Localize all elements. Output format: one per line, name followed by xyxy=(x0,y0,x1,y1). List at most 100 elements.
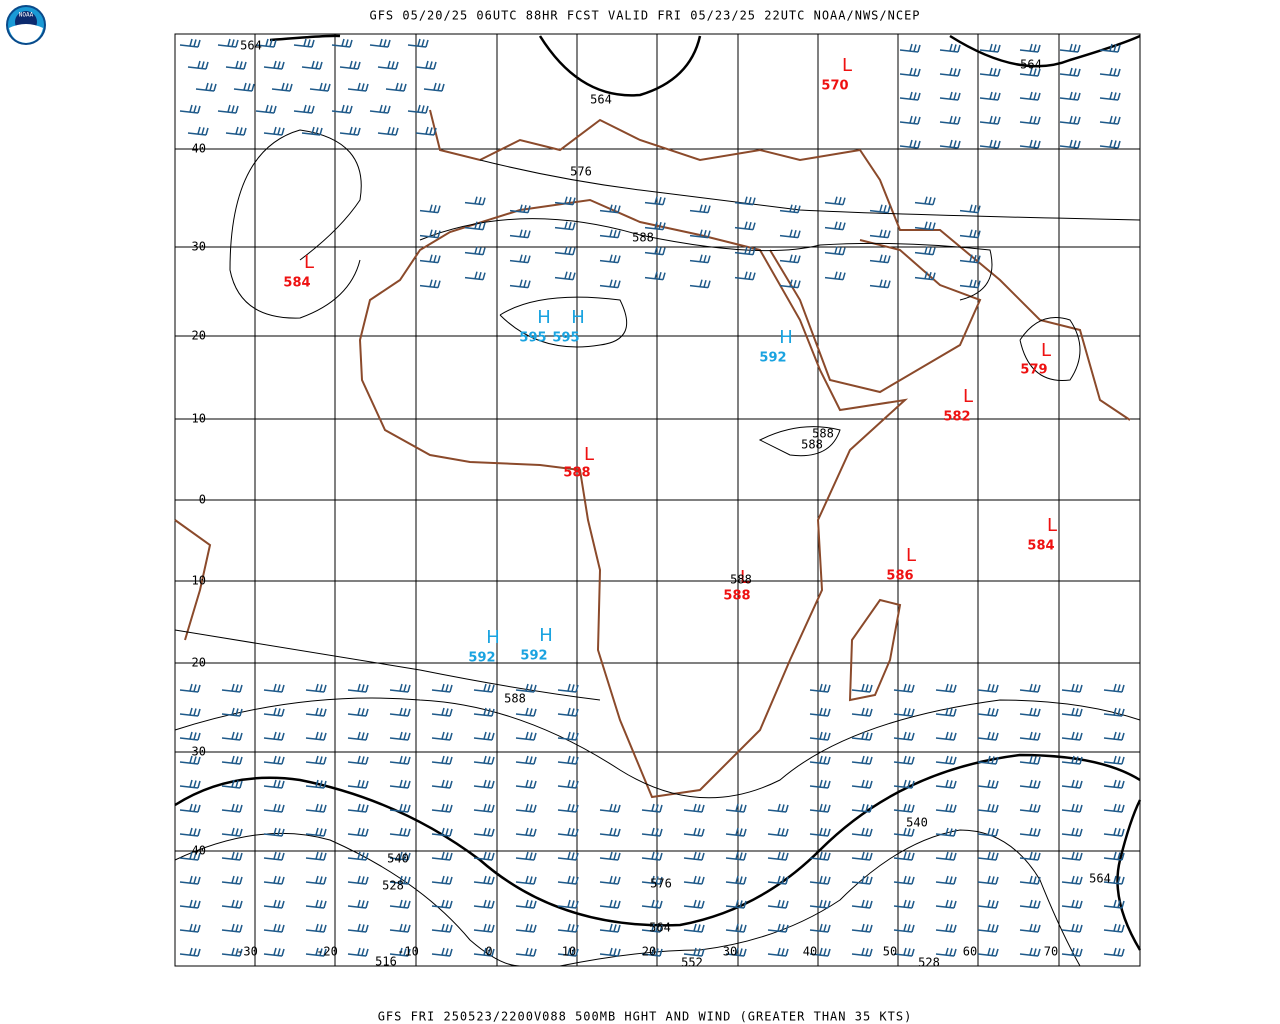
wind-barb xyxy=(935,947,957,957)
wind-barb xyxy=(683,803,705,813)
wind-barb xyxy=(473,755,495,765)
pressure-center-letter: L xyxy=(584,444,594,465)
map-title: GFS 05/20/25 06UTC 88HR FCST VALID FRI 0… xyxy=(369,9,920,23)
wind-barb xyxy=(557,947,579,957)
wind-barb xyxy=(599,851,621,861)
wind-barb xyxy=(599,204,621,214)
wind-barb xyxy=(179,683,201,693)
wind-barb xyxy=(179,755,201,765)
wind-barb xyxy=(779,204,801,214)
longitude-label: 0 xyxy=(485,945,492,959)
wind-barb xyxy=(1103,875,1125,885)
wind-barb xyxy=(515,755,537,765)
wind-barb xyxy=(1061,851,1083,861)
wind-barb xyxy=(515,731,537,741)
contour-label: 588 xyxy=(801,438,823,452)
wind-barb xyxy=(389,827,411,837)
wind-barb xyxy=(977,755,999,765)
wind-barb xyxy=(263,755,285,765)
wind-barb xyxy=(473,851,495,861)
wind-barb xyxy=(979,91,1001,101)
wind-barb xyxy=(683,875,705,885)
pressure-center-value: 595 xyxy=(519,331,546,346)
wind-barb xyxy=(464,246,486,256)
contour-label: 564 xyxy=(1089,872,1111,886)
wind-barb xyxy=(305,851,327,861)
wind-barb xyxy=(255,104,277,114)
wind-barb xyxy=(809,851,831,861)
wind-barb xyxy=(1099,139,1121,149)
wind-barb xyxy=(599,279,621,289)
wind-barb xyxy=(369,38,391,48)
latitude-label: -10 xyxy=(184,574,206,588)
wind-barb xyxy=(767,827,789,837)
wind-barb xyxy=(1103,851,1125,861)
pressure-center-letter: H xyxy=(486,627,500,648)
wind-barb xyxy=(1019,947,1041,957)
wind-barb xyxy=(977,707,999,717)
wind-barb xyxy=(1061,779,1083,789)
wind-barb xyxy=(893,755,915,765)
wind-barb xyxy=(1019,43,1041,53)
wind-barb xyxy=(1061,899,1083,909)
pressure-center-letter: H xyxy=(539,625,553,646)
wind-barb xyxy=(305,875,327,885)
wind-barb xyxy=(851,851,873,861)
wind-barb xyxy=(767,803,789,813)
wind-barb xyxy=(1019,851,1041,861)
wind-barb xyxy=(767,947,789,957)
wind-barb xyxy=(1059,43,1081,53)
wind-barb xyxy=(554,246,576,256)
wind-barb xyxy=(347,851,369,861)
wind-barb xyxy=(419,204,441,214)
wind-barb xyxy=(1059,115,1081,125)
pressure-center-letter: L xyxy=(1041,340,1051,361)
wind-barb xyxy=(689,229,711,239)
pressure-center-value: 592 xyxy=(759,351,786,366)
wind-barb xyxy=(305,827,327,837)
wind-barb xyxy=(935,875,957,885)
wind-barb xyxy=(599,254,621,264)
wind-barb xyxy=(683,947,705,957)
wind-barb xyxy=(851,731,873,741)
wind-barb xyxy=(644,271,666,281)
wind-barb xyxy=(935,803,957,813)
pressure-center-letter: L xyxy=(740,567,750,588)
wind-barb xyxy=(515,707,537,717)
wind-barbs xyxy=(179,38,1125,957)
wind-barb xyxy=(1103,779,1125,789)
wind-barb xyxy=(385,82,407,92)
wind-barb xyxy=(431,731,453,741)
wind-barb xyxy=(1061,875,1083,885)
wind-barb xyxy=(893,899,915,909)
wind-barb xyxy=(683,851,705,861)
wind-barb xyxy=(339,126,361,136)
contour-label: 516 xyxy=(375,955,397,969)
wind-barb xyxy=(557,779,579,789)
wind-barb xyxy=(851,803,873,813)
wind-barb xyxy=(339,60,361,70)
wind-barb xyxy=(977,731,999,741)
latitude-label: 0 xyxy=(199,493,206,507)
wind-barb xyxy=(389,851,411,861)
longitude-label: 10 xyxy=(562,945,576,959)
wind-barb xyxy=(1019,923,1041,933)
wind-barb xyxy=(415,126,437,136)
wind-barb xyxy=(347,779,369,789)
graticule xyxy=(175,34,1140,966)
wind-barb xyxy=(305,755,327,765)
wind-barb xyxy=(893,707,915,717)
wind-barb xyxy=(419,229,441,239)
wind-barb xyxy=(187,126,209,136)
wind-barb xyxy=(1103,923,1125,933)
wind-barb xyxy=(893,923,915,933)
wind-barb xyxy=(641,875,663,885)
wind-barb xyxy=(431,755,453,765)
wind-barb xyxy=(869,254,891,264)
contour-label: 528 xyxy=(918,956,940,970)
wind-barb xyxy=(893,851,915,861)
contour-label: 564 xyxy=(240,39,262,53)
pressure-center-value: 570 xyxy=(821,79,848,94)
wind-barb xyxy=(431,683,453,693)
wind-barb xyxy=(1061,947,1083,957)
